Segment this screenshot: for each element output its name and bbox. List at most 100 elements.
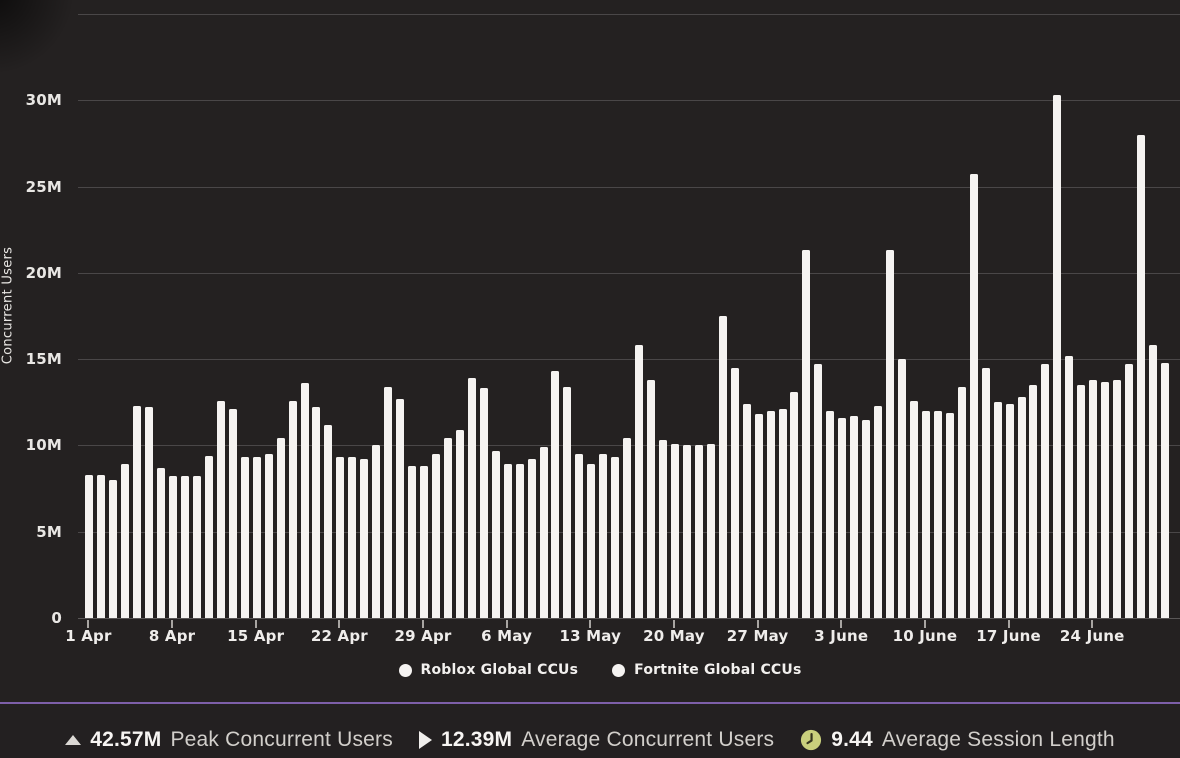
bar-28-june[interactable] <box>1137 134 1145 618</box>
bar-17-may[interactable] <box>635 345 644 618</box>
bar-30-may[interactable] <box>790 391 799 618</box>
bar-25-may[interactable] <box>730 367 739 618</box>
bar-30-june[interactable] <box>1160 362 1169 618</box>
bar-3-apr[interactable] <box>109 479 118 618</box>
bar-12-june[interactable] <box>945 412 954 618</box>
bar-7-june[interactable] <box>886 250 895 618</box>
bar-9-may[interactable] <box>539 447 548 618</box>
bar-20-may[interactable] <box>670 443 679 618</box>
bar-14-june[interactable] <box>969 174 978 618</box>
bar-1-apr[interactable] <box>85 474 94 618</box>
bar-11-may[interactable] <box>563 386 572 618</box>
bar-24-apr[interactable] <box>360 459 369 618</box>
bar-15-may[interactable] <box>611 457 620 618</box>
x-axis-tick-label: 3 June <box>814 627 869 645</box>
bar-3-may[interactable] <box>467 378 476 618</box>
bar-10-apr[interactable] <box>192 476 201 618</box>
bar-15-apr[interactable] <box>252 457 261 618</box>
stat-value: 12.39M <box>440 728 513 751</box>
bar-8-apr[interactable] <box>169 476 178 618</box>
bar-27-may[interactable] <box>754 414 763 618</box>
bar-14-may[interactable] <box>599 454 608 618</box>
bar-21-june[interactable] <box>1053 95 1062 618</box>
bar-16-may[interactable] <box>623 438 632 618</box>
bar-13-may[interactable] <box>587 464 596 618</box>
bar-12-apr[interactable] <box>216 400 225 618</box>
clock-icon <box>801 729 822 751</box>
bar-29-june[interactable] <box>1148 345 1157 618</box>
bar-2-may[interactable] <box>455 429 464 618</box>
bar-26-may[interactable] <box>742 403 751 618</box>
bar-22-june[interactable] <box>1065 355 1074 618</box>
bar-20-apr[interactable] <box>312 407 321 618</box>
legend-item-roblox[interactable]: Roblox Global CCUs <box>398 662 579 678</box>
bar-30-apr[interactable] <box>431 454 440 618</box>
gridline <box>78 186 1180 188</box>
bar-25-june[interactable] <box>1101 381 1110 618</box>
bar-29-apr[interactable] <box>420 466 428 618</box>
bar-13-apr[interactable] <box>228 409 237 618</box>
bar-17-apr[interactable] <box>276 438 285 618</box>
bar-20-june[interactable] <box>1041 364 1050 618</box>
bar-6-apr[interactable] <box>145 407 154 618</box>
bar-9-june[interactable] <box>909 400 918 618</box>
legend-item-fortnite[interactable]: Fortnite Global CCUs <box>612 662 801 678</box>
bar-19-apr[interactable] <box>300 383 309 618</box>
bar-4-may[interactable] <box>479 388 488 618</box>
bar-13-june[interactable] <box>957 386 966 618</box>
bar-25-apr[interactable] <box>372 445 381 618</box>
bar-8-may[interactable] <box>527 459 536 618</box>
bar-27-apr[interactable] <box>396 398 405 618</box>
bar-10-may[interactable] <box>551 371 560 618</box>
bar-7-may[interactable] <box>515 464 524 618</box>
x-axis-tick-mark <box>254 620 257 628</box>
bar-23-apr[interactable] <box>348 457 357 618</box>
bar-2-apr[interactable] <box>97 474 106 618</box>
bar-26-apr[interactable] <box>384 386 393 618</box>
bar-19-may[interactable] <box>659 440 667 618</box>
bar-7-apr[interactable] <box>157 467 166 618</box>
bar-24-june[interactable] <box>1089 379 1098 618</box>
bar-4-apr[interactable] <box>121 464 130 618</box>
bar-12-may[interactable] <box>575 454 584 618</box>
bar-28-apr[interactable] <box>408 466 417 618</box>
bar-29-may[interactable] <box>778 409 787 618</box>
bar-18-june[interactable] <box>1017 397 1026 618</box>
bar-22-may[interactable] <box>694 445 703 618</box>
bar-17-june[interactable] <box>1005 403 1014 618</box>
bar-26-june[interactable] <box>1113 379 1122 618</box>
bar-28-may[interactable] <box>766 410 775 618</box>
bar-9-apr[interactable] <box>181 476 189 618</box>
bar-1-may[interactable] <box>443 438 452 618</box>
bar-11-apr[interactable] <box>204 455 213 618</box>
bar-16-june[interactable] <box>993 402 1002 618</box>
bar-5-june[interactable] <box>862 419 871 618</box>
bar-5-apr[interactable] <box>133 405 142 618</box>
bar-2-june[interactable] <box>826 410 835 618</box>
bar-21-may[interactable] <box>682 445 691 618</box>
bar-4-june[interactable] <box>850 416 859 618</box>
bar-18-apr[interactable] <box>288 400 297 618</box>
bar-19-june[interactable] <box>1029 384 1038 618</box>
bar-23-may[interactable] <box>706 443 715 618</box>
bar-15-june[interactable] <box>981 367 990 618</box>
bar-1-june[interactable] <box>814 364 823 618</box>
bar-8-june[interactable] <box>898 359 906 618</box>
gridline <box>78 100 1180 102</box>
bar-16-apr[interactable] <box>264 454 273 618</box>
bar-6-may[interactable] <box>503 464 512 618</box>
bar-3-june[interactable] <box>838 417 847 618</box>
bar-24-may[interactable] <box>718 315 727 618</box>
bar-5-may[interactable] <box>491 450 500 618</box>
bar-27-june[interactable] <box>1125 364 1134 618</box>
bar-23-june[interactable] <box>1077 384 1086 618</box>
bar-21-apr[interactable] <box>324 424 333 618</box>
stat-average-ccu: 12.39M Average Concurrent Users <box>418 728 774 752</box>
bar-22-apr[interactable] <box>336 457 345 618</box>
bar-11-june[interactable] <box>933 410 942 618</box>
bar-6-june[interactable] <box>874 405 883 618</box>
bar-10-june[interactable] <box>921 410 930 618</box>
bar-14-apr[interactable] <box>240 457 249 618</box>
bar-18-may[interactable] <box>647 379 656 618</box>
bar-31-may[interactable] <box>802 250 811 618</box>
